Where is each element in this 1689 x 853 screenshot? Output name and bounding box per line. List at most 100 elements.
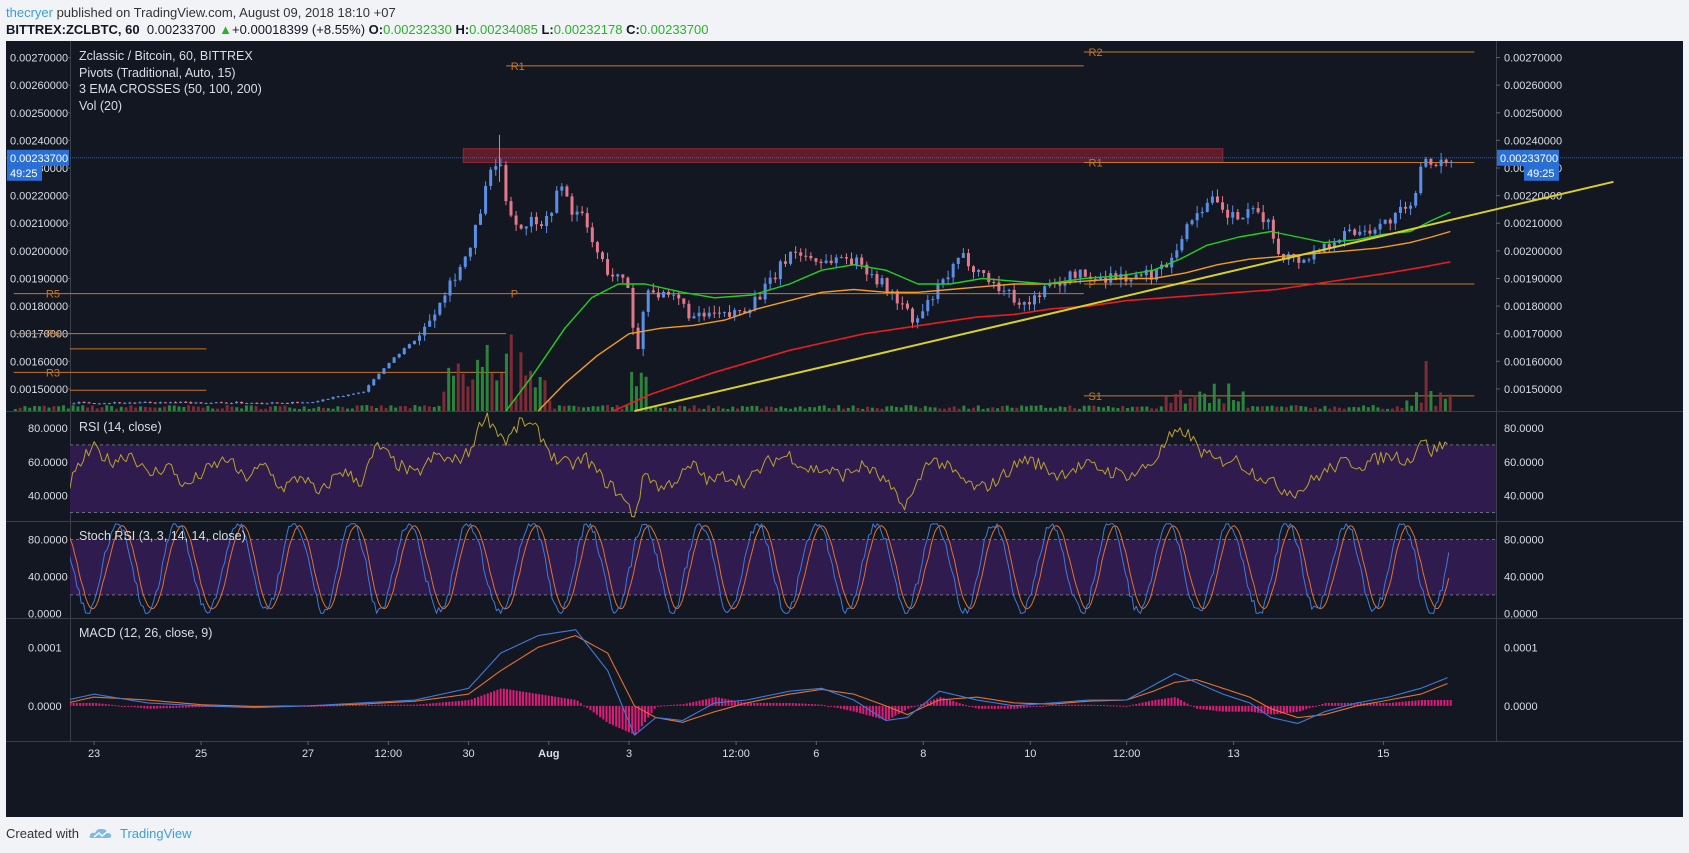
candle-body [885,278,889,293]
candle-body [667,291,671,295]
candle-body [1226,209,1230,218]
macd-histogram-bar [1253,705,1256,713]
pivot-label-r5: R5 [46,289,60,301]
stoch-pane-title[interactable]: Stoch RSI (3, 3, 14, 14, close) [79,529,246,543]
rsi-pane[interactable]: 80.0000 80.0000 60.0000 60.0000 40.0000 40.00… [6,412,1544,518]
candle-body [296,401,300,403]
legend-title[interactable]: Zclassic / Bitcoin, 60, BITTREX [79,49,253,63]
rsi-tick-label-right: 80.0000 [1504,423,1544,435]
macd-histogram-bar [810,704,813,706]
legend-volume[interactable]: Vol (20) [79,98,123,113]
candle-body [529,216,533,227]
volume-bar [1029,405,1033,411]
volume-bar [1121,405,1125,411]
macd-histogram-bar [618,705,621,729]
macd-histogram-bar [929,700,932,706]
resistance-zone[interactable] [462,148,1224,163]
volume-bar [225,405,229,411]
macd-histogram-bar [949,700,952,706]
volume-bar [177,406,181,411]
legend-pivots[interactable]: Pivots (Traditional, Auto, 15) [79,65,236,80]
volume-bar [1395,406,1399,411]
close-value: 0.00233700 [639,22,709,37]
chart-canvas[interactable]: 0.00270000 0.00270000 0.00260000 0.00260000… [6,41,1683,817]
tradingview-link[interactable]: TradingView [120,826,192,841]
volume-bar [1439,392,1443,411]
candle-body [1444,159,1448,163]
macd-histogram-bar [981,705,984,709]
volume-bar [37,406,41,411]
volume-bar [403,406,407,411]
volume-bar [909,405,913,411]
volume-bar [1053,408,1057,411]
macd-histogram-bar [1276,705,1279,715]
rsi-pane-title[interactable]: RSI (14, close) [79,420,162,434]
volume-bar [760,408,764,411]
macd-histogram-bar [567,698,570,706]
author-link[interactable]: thecryer [6,5,53,20]
candle-body [128,402,132,404]
macd-histogram-bar [25,706,27,707]
candle-body [113,402,117,404]
macd-histogram-bar [769,702,772,706]
candle-body [407,344,411,349]
macd-histogram-bar [663,705,666,707]
volume-bar [374,408,378,411]
macd-histogram-bar [920,704,923,706]
volume-bar [81,405,85,411]
published-text: published on TradingView.com, August 09,… [52,5,396,20]
macd-histogram-bar [461,700,464,706]
ascending-trendline[interactable] [634,180,1614,412]
macd-histogram-bar [104,704,107,706]
volume-bar [206,405,210,411]
macd-histogram-bar [1061,704,1064,706]
macd-pane[interactable]: 0.0001 0.0001 0.0000 0.0000 [6,629,1538,736]
macd-histogram-bar [1270,705,1273,715]
macd-histogram-bar [923,702,926,706]
volume-bar [986,408,990,411]
macd-histogram-bar [130,705,133,707]
macd-histogram-bar [749,702,752,706]
candle-body [209,402,213,404]
macd-histogram-bar [335,705,338,707]
volume-bar [451,375,455,411]
volume-bar [904,405,908,411]
volume-bar [1352,406,1356,411]
stoch-rsi-pane[interactable]: 80.0000 80.0000 40.0000 40.0000 0.0000 0.0000 [6,523,1544,621]
macd-histogram-bar [701,699,704,706]
volume-bar [1097,406,1101,411]
volume-bar [61,405,65,411]
price-pane[interactable]: 0.00270000 0.00270000 0.00260000 0.00260000… [6,47,1683,412]
macd-histogram-bar [518,691,521,706]
macd-histogram-bar [753,702,756,706]
publish-header: thecryer published on TradingView.com, A… [0,0,1689,40]
time-axis[interactable]: 23 25 27 12:00 30 Aug 3 12:00 6 8 10 12:00 13 15 [88,741,1390,760]
candlestick-series[interactable] [17,134,1453,405]
volume-bar [784,408,788,411]
candle-body [57,403,60,404]
macd-histogram-bar [358,704,361,706]
volume-bar [95,408,99,411]
candle-body [270,402,274,404]
candle-body [458,266,462,280]
price-tick-label-right: 0.00240000 [1504,135,1562,147]
candle-body [519,224,523,229]
volume-bar [630,371,634,411]
macd-histogram-bar [390,704,393,706]
macd-histogram-bar [1289,705,1292,713]
macd-pane-title[interactable]: MACD (12, 26, close, 9) [79,626,213,640]
candle-body [702,312,706,317]
legend-ema[interactable]: 3 EMA CROSSES (50, 100, 200) [79,82,262,96]
chart-area[interactable]: 0.00270000 0.00270000 0.00260000 0.00260000… [6,41,1683,817]
volume-bar [143,406,147,411]
macd-histogram-bar [913,705,916,707]
macd-histogram-bar [1343,702,1346,706]
volume-bar [1159,406,1163,411]
macd-histogram-bar [451,701,454,706]
macd-histogram-bar [807,703,810,706]
macd-histogram-bar [836,705,839,708]
candle-body [641,311,645,350]
candle-body [346,394,350,396]
volume-bar [1039,405,1043,411]
macd-histogram-bar [1141,702,1144,706]
